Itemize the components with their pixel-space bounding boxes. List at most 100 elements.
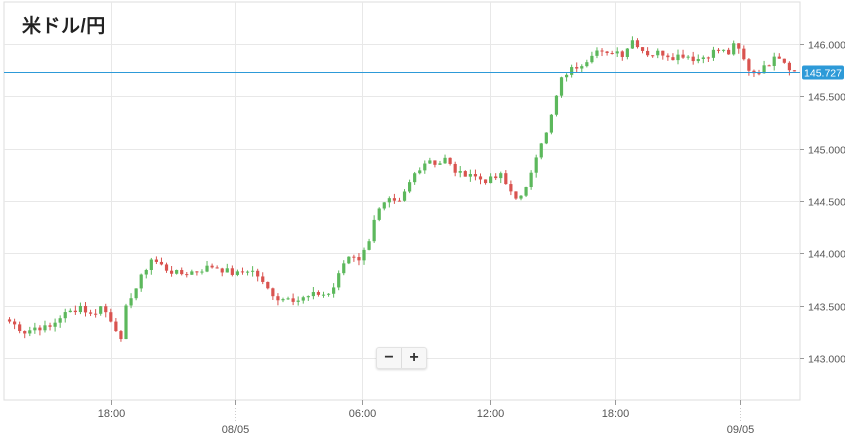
candle-down — [392, 198, 397, 201]
candle-down — [23, 331, 27, 334]
candle-down — [180, 270, 184, 275]
candle-up — [367, 241, 371, 250]
candle-down — [716, 49, 721, 51]
candle-down — [504, 173, 508, 185]
candle-down — [169, 270, 174, 274]
candle-up — [362, 249, 366, 261]
candle-down — [792, 70, 797, 72]
candle-up — [205, 265, 209, 272]
candle-up — [134, 288, 138, 299]
candle-up — [762, 65, 766, 74]
candle-down — [195, 271, 199, 273]
candle-down — [109, 312, 113, 322]
candle-up — [732, 43, 736, 55]
candle-up — [570, 67, 574, 75]
candle-down — [38, 327, 42, 331]
candle-up — [696, 59, 700, 62]
current-price-label: 145.727 — [804, 68, 842, 80]
candle-up — [296, 300, 300, 302]
candle-up — [534, 157, 538, 173]
candle-up — [78, 305, 83, 313]
x-tick-date-label: 09/05 — [727, 424, 755, 436]
candle-up — [413, 173, 417, 183]
candle-up — [306, 296, 310, 298]
candle-up — [524, 187, 528, 196]
x-tick-time-label: 18:00 — [602, 408, 630, 420]
candle-up — [402, 191, 407, 201]
candle-up — [190, 271, 194, 275]
candle-down — [48, 325, 52, 327]
candle-up — [458, 171, 462, 173]
candle-down — [691, 56, 695, 62]
candle-up — [175, 270, 179, 274]
candle-up — [124, 305, 128, 340]
candle-down — [240, 271, 245, 273]
candle-up — [630, 40, 635, 49]
candle-down — [777, 56, 781, 59]
candle-up — [615, 51, 619, 54]
candle-up — [28, 330, 32, 334]
candle-up — [245, 271, 250, 273]
candle-down — [230, 268, 234, 275]
candle-up — [418, 170, 422, 174]
candle-down — [575, 67, 579, 69]
candle-up — [311, 292, 315, 297]
candle-down — [620, 51, 624, 57]
candle-up — [564, 74, 569, 78]
candle-down — [94, 313, 98, 315]
y-tick-label: 143.500 — [808, 302, 845, 314]
candle-up — [377, 208, 381, 220]
candle-down — [7, 319, 12, 322]
x-tick-time-label: 06:00 — [349, 408, 377, 420]
candle-up — [407, 182, 412, 192]
candle-up — [423, 163, 427, 171]
candle-down — [397, 200, 402, 202]
candle-down — [752, 70, 756, 74]
candle-down — [473, 174, 478, 177]
candle-up — [129, 298, 133, 306]
candle-up — [387, 198, 391, 203]
candle-down — [681, 54, 685, 58]
candle-down — [215, 267, 219, 269]
candle-down — [83, 305, 88, 313]
candle-up — [468, 174, 472, 177]
candle-up — [428, 160, 432, 164]
candle-down — [73, 310, 77, 313]
candle-up — [33, 327, 37, 331]
candle-down — [640, 47, 645, 51]
candle-down — [271, 288, 275, 297]
candle-down — [114, 321, 118, 332]
candle-down — [18, 324, 22, 332]
candle-up — [580, 66, 584, 69]
candle-up — [519, 195, 523, 199]
candle-up — [372, 219, 376, 242]
candle-up — [590, 55, 594, 63]
candle-down — [433, 160, 437, 165]
candle-down — [12, 321, 17, 325]
y-tick-label: 145.500 — [808, 92, 845, 104]
zoom-out-button[interactable]: − — [384, 349, 394, 366]
candle-down — [605, 51, 609, 54]
zoom-divider — [401, 348, 402, 368]
candle-down — [159, 261, 164, 265]
candle-up — [686, 56, 690, 58]
y-tick-label: 143.000 — [808, 354, 845, 366]
candle-up — [443, 157, 447, 164]
candle-up — [711, 49, 716, 58]
candle-down — [316, 292, 321, 295]
candle-up — [656, 50, 660, 56]
candle-up — [676, 54, 680, 61]
y-tick-label: 144.500 — [808, 197, 845, 209]
candle-down — [352, 256, 356, 258]
candle-up — [559, 77, 564, 96]
candle-up — [554, 95, 559, 115]
candle-down — [646, 50, 650, 56]
x-tick-time-label: 12:00 — [477, 408, 505, 420]
candle-down — [509, 184, 513, 192]
zoom-in-button[interactable]: + — [409, 349, 419, 366]
candle-up — [149, 259, 153, 271]
candle-up — [281, 299, 285, 301]
candle-up — [99, 306, 103, 314]
